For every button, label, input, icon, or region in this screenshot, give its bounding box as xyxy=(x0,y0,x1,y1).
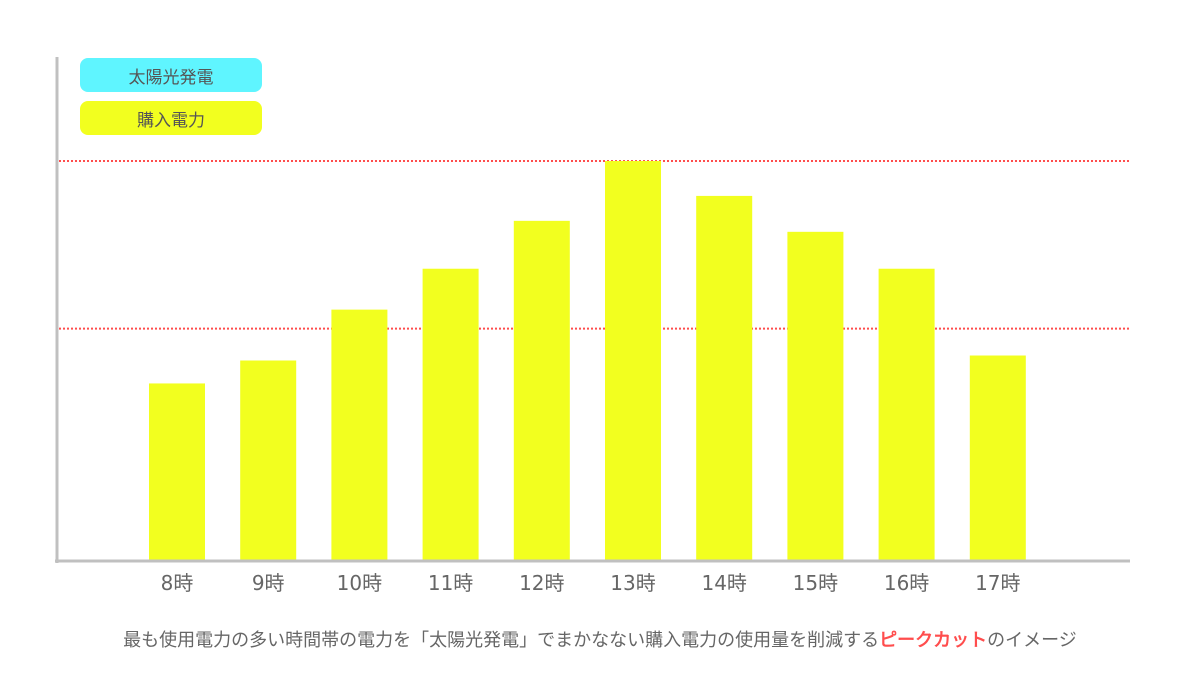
legend-label-purchased: 購入電力 xyxy=(137,110,205,131)
bar-8 xyxy=(878,268,935,560)
bar-3 xyxy=(422,268,479,560)
bar-0 xyxy=(149,383,205,560)
x-tick-label-0: 8時 xyxy=(161,571,194,595)
x-tick-label-4: 12時 xyxy=(519,571,564,595)
bar-1 xyxy=(240,360,297,560)
caption-prefix: 最も使用電力の多い時間帯の電力を「太陽光発電」でまかなない購入電力の使用量を削減… xyxy=(123,630,880,651)
bar-6 xyxy=(696,195,753,560)
x-tick-label-2: 10時 xyxy=(337,571,382,595)
reference-lines xyxy=(59,160,1130,330)
caption-highlight: ピークカット xyxy=(879,630,988,651)
legend-item-purchased: 購入電力 xyxy=(80,101,262,135)
x-tick-label-5: 13時 xyxy=(610,571,655,595)
caption-suffix: のイメージ xyxy=(987,630,1077,651)
bar-2 xyxy=(331,309,388,560)
x-tick-label-1: 9時 xyxy=(252,571,285,595)
bars xyxy=(149,161,1026,560)
legend-item-solar: 太陽光発電 xyxy=(80,58,262,92)
x-tick-label-6: 14時 xyxy=(701,571,746,595)
legend-label-solar: 太陽光発電 xyxy=(128,67,214,88)
x-tick-label-8: 16時 xyxy=(884,571,929,595)
x-tick-label-9: 17時 xyxy=(975,571,1020,595)
bar-5 xyxy=(605,161,661,560)
bar-9 xyxy=(969,355,1026,560)
x-tick-labels: 8時 9時 10時 11時 12時 13時 14時 15時 16時 17時 xyxy=(161,571,1021,595)
bar-4 xyxy=(513,220,570,560)
bar-7 xyxy=(787,231,844,560)
x-tick-label-7: 15時 xyxy=(793,571,838,595)
x-tick-label-3: 11時 xyxy=(428,571,473,595)
chart-caption: 最も使用電力の多い時間帯の電力を「太陽光発電」でまかなない購入電力の使用量を削減… xyxy=(0,626,1200,652)
